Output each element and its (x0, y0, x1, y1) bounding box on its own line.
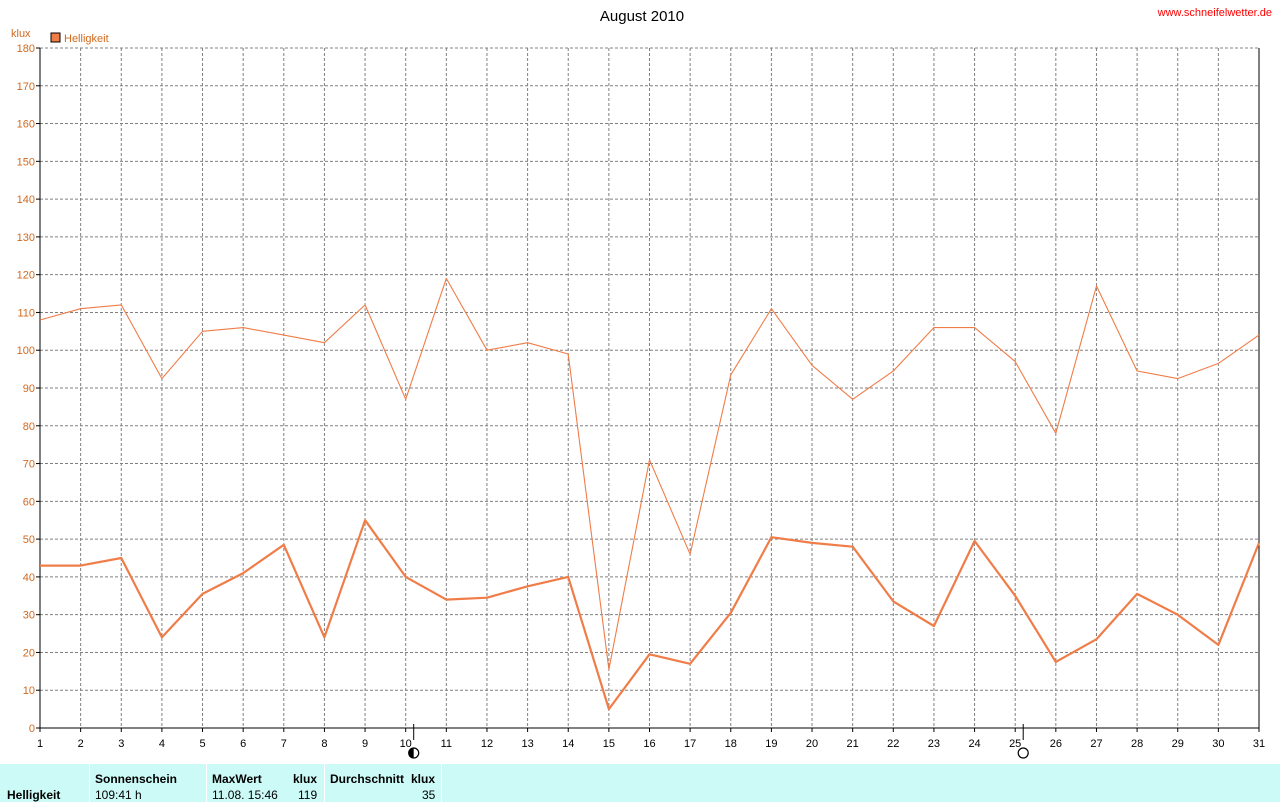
x-tick-label: 23 (928, 738, 940, 750)
average-value: 35 (422, 788, 436, 802)
summary-divider (89, 764, 90, 802)
y-tick-label: 160 (17, 119, 35, 131)
y-axis-unit: klux (11, 28, 31, 40)
x-tick-label: 1 (37, 738, 43, 750)
full-moon-icon (1017, 747, 1029, 759)
brightness-chart: August 2010 www.schneifelwetter.de klux … (11, 7, 1272, 759)
average-unit: klux (411, 772, 436, 786)
y-tick-label: 150 (17, 156, 35, 168)
legend-label: Helligkeit (64, 33, 109, 45)
series-line-mean (40, 519, 1261, 711)
y-tick-label: 60 (23, 496, 35, 508)
summary-divider (324, 764, 325, 802)
sunshine-value: 109:41 h (95, 788, 142, 802)
x-tick-label: 11 (441, 738, 452, 750)
series-line-max (39, 277, 1260, 670)
grid (40, 47, 1259, 728)
y-tick-label: 180 (17, 43, 35, 55)
x-tick-label: 20 (806, 738, 818, 750)
x-tick-label: 18 (725, 738, 737, 750)
legend-swatch (50, 32, 61, 43)
x-tick-label: 4 (159, 738, 165, 750)
x-tick-label: 19 (765, 738, 777, 750)
x-tick-label: 13 (521, 738, 533, 750)
x-tick-label: 28 (1131, 738, 1143, 750)
x-tick-label: 10 (400, 738, 412, 750)
x-tick-label: 17 (684, 738, 696, 750)
x-tick-label: 3 (118, 738, 124, 750)
summary-table: Helligkeit Sonnenschein 109:41 h MaxWert… (0, 764, 1280, 802)
x-tick-label: 26 (1050, 738, 1062, 750)
x-tick-label: 30 (1212, 738, 1224, 750)
summary-divider (206, 764, 207, 802)
moon-phase-markers (408, 724, 1029, 759)
x-tick-label: 16 (643, 738, 655, 750)
x-tick-label: 15 (603, 738, 615, 750)
x-tick-label: 12 (481, 738, 493, 750)
x-tick-label: 7 (281, 738, 287, 750)
x-tick-label: 31 (1253, 738, 1265, 750)
x-tick-label: 22 (887, 738, 899, 750)
y-tick-label: 50 (23, 534, 35, 546)
y-tick-label: 90 (23, 383, 35, 395)
summary-row-label: Helligkeit (7, 788, 61, 802)
y-tick-label: 10 (23, 685, 35, 697)
y-tick-label: 0 (29, 723, 35, 735)
summary-divider (441, 764, 442, 802)
max-header: MaxWert (212, 772, 262, 786)
website-link[interactable]: www.schneifelwetter.de (1157, 7, 1272, 19)
x-tick-label: 24 (968, 738, 980, 750)
y-tick-label: 120 (17, 270, 35, 282)
y-tick-label: 140 (17, 194, 35, 206)
max-unit: klux (293, 772, 318, 786)
y-tick-label: 110 (17, 307, 35, 319)
y-tick-label: 100 (17, 345, 35, 357)
x-tick-label: 2 (78, 738, 84, 750)
x-tick-label: 8 (321, 738, 327, 750)
x-tick-label: 27 (1090, 738, 1102, 750)
sunshine-header: Sonnenschein (95, 772, 178, 786)
x-tick-label: 21 (847, 738, 859, 750)
half-moon-shade (408, 748, 414, 758)
x-tick-label: 5 (199, 738, 205, 750)
x-tick-label: 14 (562, 738, 574, 750)
max-value: 119 (298, 788, 318, 802)
y-tick-label: 40 (23, 572, 35, 584)
x-axis-ticks: 1 2 3 4 5 6 7 8 9 10 11 12 13 14 15 16 17 18 19 20 21 22 23 24 2… (37, 728, 1265, 750)
y-tick-label: 70 (23, 459, 35, 471)
x-tick-label: 6 (240, 738, 246, 750)
y-axis-ticks: 0 10 20 30 40 50 60 70 80 90 100 110 120 130 140 150 160… (17, 43, 40, 735)
max-datetime: 11.08. 15:46 (212, 788, 278, 802)
x-tick-label: 29 (1172, 738, 1184, 750)
x-tick-label: 9 (362, 738, 368, 750)
y-tick-label: 80 (23, 421, 35, 433)
y-tick-label: 130 (17, 232, 35, 244)
average-header: Durchschnitt (330, 772, 405, 786)
y-tick-label: 170 (17, 81, 35, 93)
chart-title: August 2010 (600, 8, 684, 25)
y-tick-label: 20 (23, 647, 35, 659)
x-tick-label: 25 (1009, 738, 1021, 750)
series-lines (39, 277, 1261, 711)
y-tick-label: 30 (23, 610, 35, 622)
